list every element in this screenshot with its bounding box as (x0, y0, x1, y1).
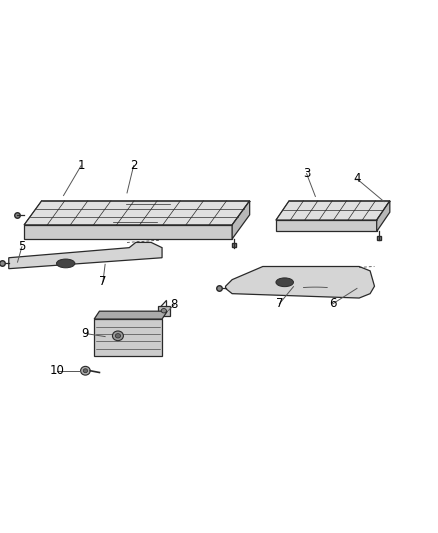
Ellipse shape (113, 331, 124, 341)
Text: 6: 6 (329, 297, 337, 310)
Text: 1: 1 (77, 159, 85, 172)
PathPatch shape (226, 266, 374, 298)
Text: 9: 9 (81, 327, 89, 340)
Polygon shape (232, 201, 250, 239)
Ellipse shape (81, 366, 90, 375)
Text: 7: 7 (99, 276, 107, 288)
Polygon shape (377, 201, 390, 231)
Ellipse shape (276, 278, 293, 287)
Polygon shape (94, 319, 162, 356)
Polygon shape (24, 201, 250, 225)
Polygon shape (158, 306, 170, 316)
Ellipse shape (161, 309, 166, 313)
Ellipse shape (83, 369, 88, 373)
Text: 4: 4 (353, 172, 361, 185)
Polygon shape (276, 201, 390, 220)
Text: 3: 3 (303, 167, 310, 180)
Text: 5: 5 (18, 240, 25, 253)
Polygon shape (9, 243, 162, 269)
Text: 2: 2 (130, 159, 138, 172)
Ellipse shape (115, 334, 120, 338)
Text: 8: 8 (171, 298, 178, 311)
Polygon shape (24, 225, 232, 239)
Polygon shape (276, 220, 377, 231)
Polygon shape (94, 311, 167, 319)
Text: 10: 10 (49, 364, 64, 377)
Text: 7: 7 (276, 297, 283, 310)
Ellipse shape (57, 259, 75, 268)
